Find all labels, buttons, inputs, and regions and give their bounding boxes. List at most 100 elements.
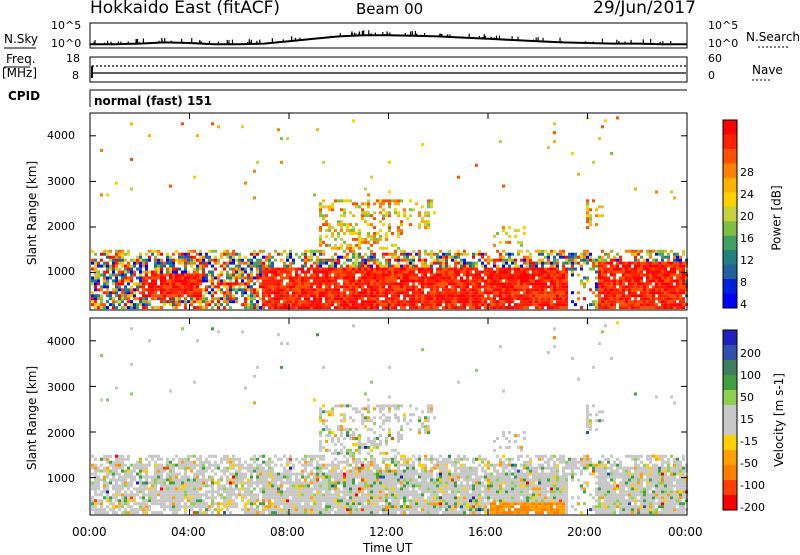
power-cell [196, 291, 199, 294]
power-cell [373, 285, 376, 288]
velocity-cell [205, 511, 208, 514]
power-cell [553, 291, 556, 294]
power-cell [355, 205, 358, 208]
velocity-cell [196, 484, 199, 487]
power-cell [415, 297, 418, 300]
velocity-cell [199, 481, 202, 484]
power-cell [256, 273, 259, 276]
velocity-cell [202, 481, 205, 484]
power-cell [598, 265, 601, 268]
velocity-cell [169, 461, 172, 464]
power-cell [112, 306, 115, 309]
power-cell [403, 279, 406, 282]
power-cell [175, 268, 178, 271]
velocity-cell [289, 470, 292, 473]
power-cell [550, 288, 553, 291]
power-cell [226, 300, 229, 303]
power-cell [478, 297, 481, 300]
velocity-cell [346, 493, 349, 496]
velocity-cell [235, 458, 238, 461]
power-cell [424, 268, 427, 271]
velocity-cell [121, 476, 124, 479]
power-cell [643, 262, 646, 265]
velocity-cell [184, 505, 187, 508]
power-cell [280, 306, 283, 309]
power-cell [184, 282, 187, 285]
power-cell [241, 288, 244, 291]
power-cell [481, 262, 484, 265]
power-cell [364, 259, 367, 262]
velocity-cell [340, 434, 343, 437]
power-cell [400, 223, 403, 226]
power-cell [412, 271, 415, 274]
power-cell [337, 288, 340, 291]
power-cell [625, 285, 628, 288]
velocity-cell [181, 496, 184, 499]
power-cell [319, 297, 322, 300]
velocity-cell [310, 508, 313, 511]
power-cell [505, 273, 508, 276]
power-cell [637, 250, 640, 253]
power-cell [352, 303, 355, 306]
power-cell [238, 256, 241, 259]
power-cell [208, 300, 211, 303]
velocity-cell [223, 458, 226, 461]
velocity-cell [349, 499, 352, 502]
velocity-cell [220, 458, 223, 461]
power-cell [352, 226, 355, 229]
velocity-cell [124, 511, 127, 514]
velocity-cell [340, 461, 343, 464]
power-cell [373, 226, 376, 229]
power-cell [445, 271, 448, 274]
power-cell [163, 288, 166, 291]
power-cell [370, 250, 373, 253]
velocity-cell [172, 484, 175, 487]
power-cell [154, 279, 157, 282]
power-cell [193, 300, 196, 303]
power-cell [370, 300, 373, 303]
velocity-cell [106, 461, 109, 464]
power-cell [595, 303, 598, 306]
power-cell [307, 276, 310, 279]
power-cell [250, 279, 253, 282]
power-cell [526, 271, 529, 274]
velocity-cell [295, 476, 298, 479]
power-cell [679, 259, 682, 262]
power-cell [373, 297, 376, 300]
power-cell [262, 294, 265, 297]
velocity-cell [334, 481, 337, 484]
velocity-cell [238, 470, 241, 473]
power-cell [184, 306, 187, 309]
power-cell [523, 279, 526, 282]
power-cell [376, 303, 379, 306]
power-cell [199, 282, 202, 285]
power-cell [226, 282, 229, 285]
power-cell [418, 271, 421, 274]
power-cell [142, 276, 145, 279]
power-cell [646, 273, 649, 276]
velocity-cell [331, 437, 334, 440]
power-cell [394, 199, 397, 202]
power-cell [610, 297, 613, 300]
power-cell [511, 253, 514, 256]
power-cell [535, 288, 538, 291]
power-cell [217, 288, 220, 291]
velocity-cell [346, 508, 349, 511]
power-cell [589, 208, 592, 211]
power-cell [328, 223, 331, 226]
power-cell [481, 297, 484, 300]
power-cell [307, 282, 310, 285]
velocity-cell [304, 484, 307, 487]
power-cell [412, 282, 415, 285]
power-cell [349, 199, 352, 202]
velocity-cell [280, 508, 283, 511]
power-cell [595, 271, 598, 274]
velocity-cell [328, 431, 331, 434]
power-cell [583, 297, 586, 300]
power-cell [610, 152, 613, 155]
velocity-cell [205, 505, 208, 508]
power-cell [103, 250, 106, 253]
power-cell [379, 300, 382, 303]
velocity-cell [292, 502, 295, 505]
power-cell [673, 285, 676, 288]
